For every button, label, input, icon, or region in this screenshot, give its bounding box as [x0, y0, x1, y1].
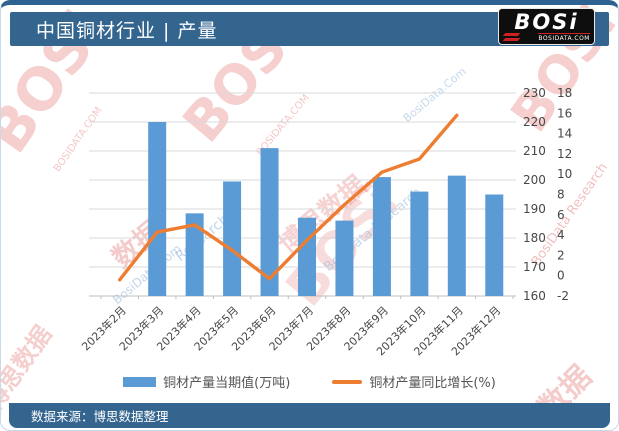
pct-axis-tick-label: 6: [557, 208, 565, 222]
bar-axis-tick-label: 180: [523, 231, 546, 245]
pct-axis-tick-label: -2: [557, 289, 569, 303]
bar-2023年7月: [298, 217, 316, 296]
pct-axis-tick-label: 16: [557, 106, 572, 120]
bosi-logo-text: BOSi: [514, 10, 579, 34]
header-bar: 中国铜材行业 | 产量 BOSi BOSIDATA.COM: [10, 8, 609, 46]
logo-stripe-icon: [502, 33, 521, 36]
legend-item-line-series: 铜材产量同比增长(%): [332, 372, 496, 391]
footer-bar: 数据来源：博思数据整理: [9, 403, 610, 428]
bar-2023年11月: [447, 175, 466, 296]
pct-axis-tick-label: 12: [557, 147, 572, 161]
bar-axis-tick-label: 190: [523, 202, 546, 216]
pct-axis-tick-label: 2: [557, 248, 565, 262]
bar-axis-tick-label: 210: [523, 144, 546, 158]
legend-label-line-series: 铜材产量同比增长(%): [369, 376, 496, 391]
pct-axis-tick-label: 18: [557, 86, 572, 100]
data-source: 数据来源：博思数据整理: [31, 409, 169, 424]
production-chart: 160 170 180 190 200 210 220 230 -2 0 2 4 6 8 10 12 14 16 1…: [79, 86, 573, 358]
chart-legend: 铜材产量当期值(万吨) 铜材产量同比增长(%): [1, 372, 618, 391]
bar-2023年10月: [410, 191, 429, 296]
logo-stripe-icon: [502, 38, 521, 41]
pct-axis-tick-label: 4: [557, 228, 565, 242]
bar-series-swatch-icon: [123, 376, 157, 387]
bar-2023年4月: [185, 213, 204, 296]
growth-line: [117, 113, 459, 282]
bar-2023年3月: [148, 122, 167, 296]
bar-2023年8月: [335, 220, 354, 296]
bar-axis-tick-label: 200: [523, 173, 546, 187]
bar-axis-tick-label: 170: [523, 260, 546, 274]
pct-axis-tick-label: 8: [557, 188, 565, 202]
bosi-logo-domain: BOSIDATA.COM: [538, 33, 590, 42]
line-series-swatch-icon: [332, 379, 363, 384]
bar-axis-tick-label: 160: [523, 289, 546, 303]
bar-2023年5月: [223, 181, 242, 296]
legend-item-bar-series: 铜材产量当期值(万吨): [123, 372, 290, 391]
legend-label-bar-series: 铜材产量当期值(万吨): [163, 376, 291, 391]
bar-2023年9月: [372, 177, 391, 296]
bar-axis-tick-label: 230: [523, 86, 546, 100]
pct-axis-tick-label: 10: [557, 167, 572, 181]
bar-2023年12月: [485, 194, 504, 296]
pct-axis-tick-label: 14: [557, 127, 572, 141]
bar-axis-tick-label: 220: [523, 115, 546, 129]
page-title: 中国铜材行业 | 产量: [36, 19, 218, 42]
bosi-logo: BOSi BOSIDATA.COM: [498, 8, 595, 45]
bar-2023年6月: [260, 148, 279, 296]
pct-axis-tick-label: 0: [557, 269, 565, 283]
